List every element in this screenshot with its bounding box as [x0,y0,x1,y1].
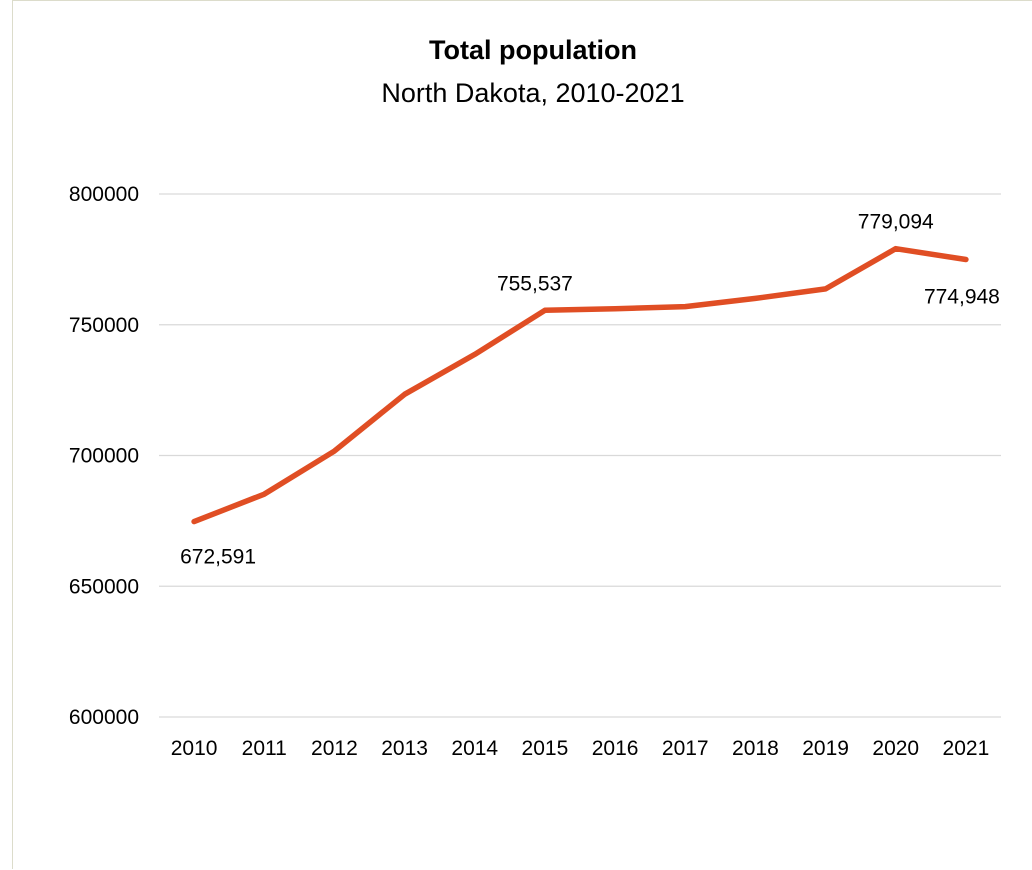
gridlines [159,193,1001,718]
x-tick-label: 2019 [802,737,849,760]
data-label: 779,094 [858,211,934,234]
data-label: 755,537 [497,272,573,295]
y-tick-label: 750000 [69,314,139,337]
data-labels: 672,591 755,537 779,094 774,948 [180,211,1000,569]
y-tick-label: 600000 [69,706,139,729]
y-tick-label: 700000 [69,445,139,468]
x-tick-label: 2017 [662,737,709,760]
x-tick-label: 2021 [943,737,990,760]
y-tick-label: 800000 [69,183,139,206]
x-tick-label: 2015 [522,737,569,760]
chart-frame: Total population North Dakota, 2010-2021… [12,0,1032,869]
chart-title: Total population [429,35,637,65]
x-axis-ticks: 2010 2011 2012 2013 2014 2015 2016 2017 2018 2019… [171,737,990,760]
series-group [191,245,969,525]
x-tick-label: 2016 [592,737,639,760]
x-tick-label: 2010 [171,737,218,760]
x-tick-label: 2012 [311,737,358,760]
line-chart: Total population North Dakota, 2010-2021… [69,35,1001,760]
data-label: 672,591 [180,546,256,569]
y-axis-ticks: 800000 750000 700000 650000 600000 [69,183,139,729]
chart-subtitle: North Dakota, 2010-2021 [381,78,684,108]
data-label: 774,948 [924,286,1000,309]
x-tick-label: 2011 [242,737,287,760]
x-tick-label: 2020 [872,737,919,760]
x-tick-label: 2013 [381,737,428,760]
series-line [191,245,969,525]
y-tick-label: 650000 [69,575,139,598]
x-tick-label: 2014 [451,737,498,760]
x-tick-label: 2018 [732,737,779,760]
